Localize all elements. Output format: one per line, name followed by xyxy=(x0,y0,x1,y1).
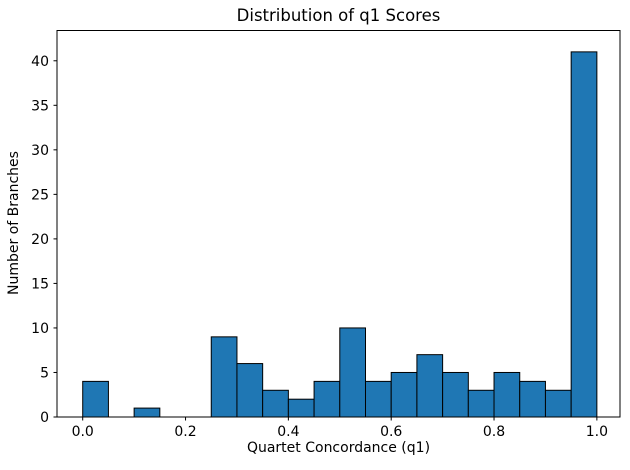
x-tick-label: 0.2 xyxy=(174,424,196,440)
x-tick-label: 1.0 xyxy=(586,424,608,440)
histogram-bar xyxy=(82,380,109,418)
x-tick-label: 0.4 xyxy=(277,424,299,440)
histogram-bar xyxy=(339,327,367,418)
histogram-bar xyxy=(390,371,418,418)
histogram-bar xyxy=(519,380,546,418)
histogram-bar xyxy=(493,371,521,418)
histogram-bar xyxy=(133,407,161,418)
y-tick-label: 15 xyxy=(31,276,49,292)
histogram-bar xyxy=(210,336,238,418)
histogram-bar xyxy=(262,389,289,418)
y-tick-label: 30 xyxy=(31,143,49,159)
y-tick-label: 40 xyxy=(31,54,49,70)
y-tick-label: 35 xyxy=(31,98,49,114)
histogram-bar xyxy=(570,51,598,418)
y-tick-label: 25 xyxy=(31,187,49,203)
histogram-bar xyxy=(442,371,469,418)
histogram-bar xyxy=(544,389,572,418)
histogram-bar xyxy=(416,354,444,418)
y-tick-label: 10 xyxy=(31,321,49,337)
x-tick-label: 0.8 xyxy=(483,424,505,440)
x-tick-label: 0.6 xyxy=(380,424,402,440)
y-tick-label: 5 xyxy=(40,365,49,381)
histogram-bar xyxy=(364,380,392,418)
x-tick-label: 0.0 xyxy=(72,424,94,440)
y-tick-label: 0 xyxy=(40,410,49,426)
histogram-bar xyxy=(287,398,315,418)
histogram-bar xyxy=(467,389,495,418)
y-tick-label: 20 xyxy=(31,232,49,248)
histogram-bar xyxy=(313,380,341,418)
x-axis-label: Quartet Concordance (q1) xyxy=(246,440,431,456)
histogram-bar xyxy=(236,363,264,418)
chart-title: Distribution of q1 Scores xyxy=(236,6,441,25)
plot-frame xyxy=(56,30,621,418)
